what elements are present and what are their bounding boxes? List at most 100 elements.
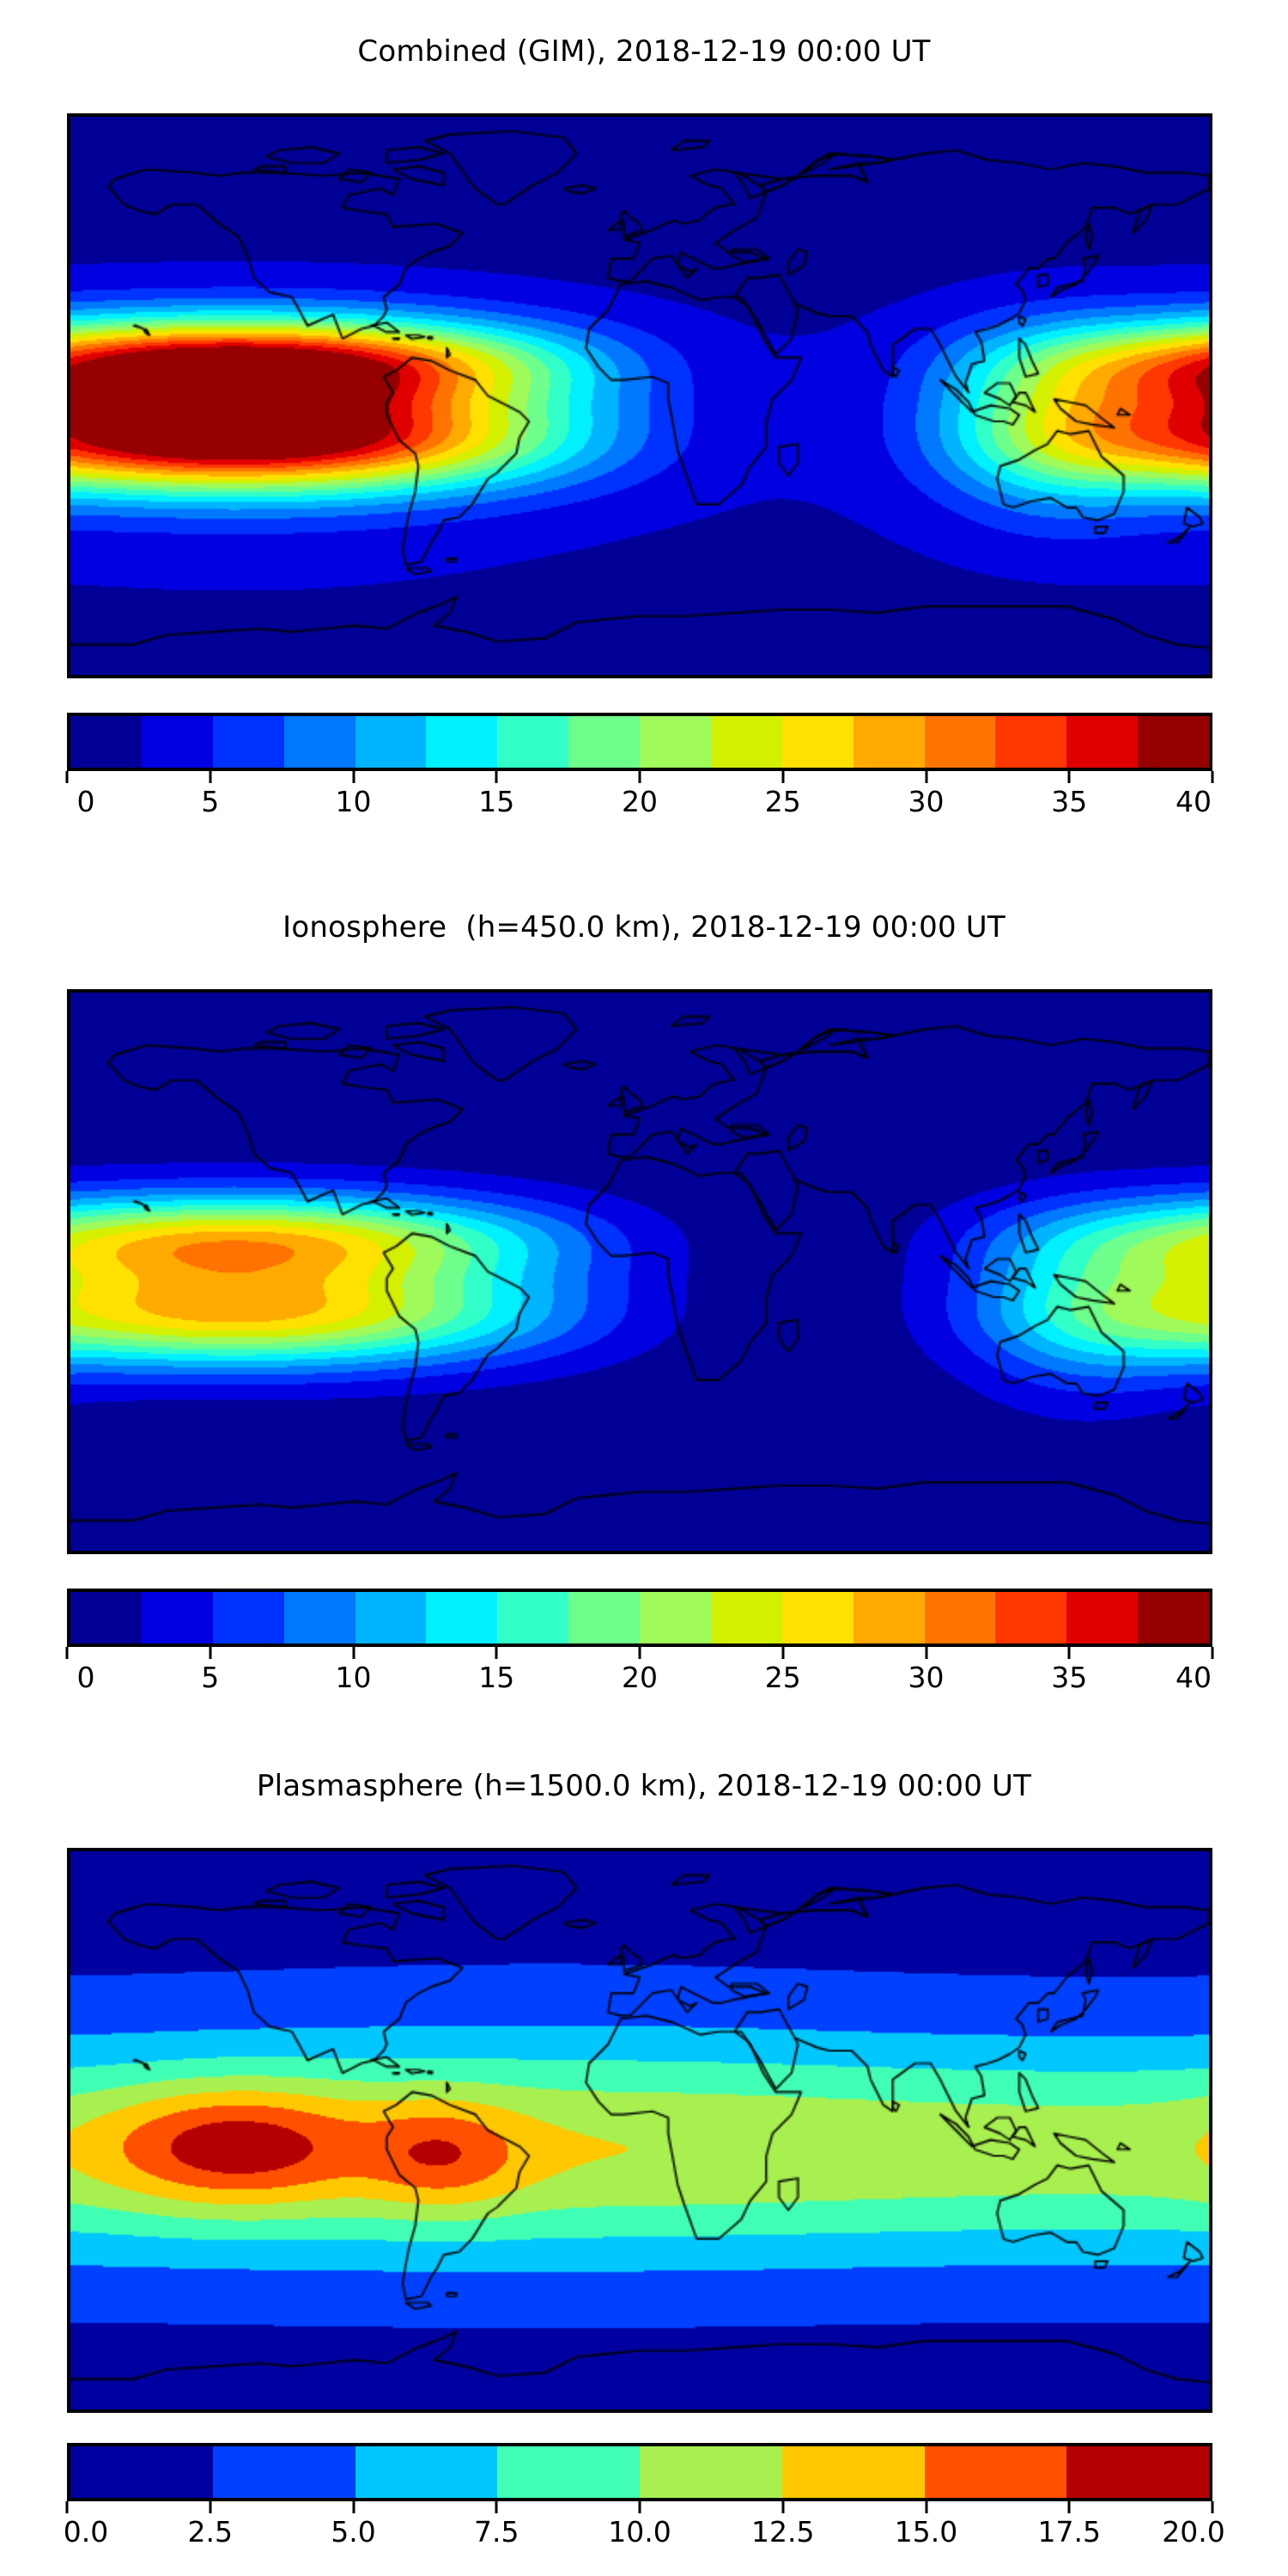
colorbar-strip-ionosphere bbox=[67, 1589, 1212, 1647]
colorbar-ticks-combined-gim bbox=[65, 771, 1214, 785]
colorbar-tick-label: 35 bbox=[1051, 785, 1088, 818]
colorbar-cell bbox=[640, 2446, 782, 2498]
colorbar-tick bbox=[65, 1647, 69, 1659]
colorbar-tick-label: 20.0 bbox=[1162, 2515, 1225, 2549]
colorbar-plasmasphere: 0.0 2.5 5.0 7.5 10.0 12.5 15.0 17.5 20.0 bbox=[64, 2443, 1225, 2555]
colorbar-cell bbox=[995, 1592, 1067, 1643]
colorbar-cell bbox=[70, 1592, 142, 1643]
map-combined-gim bbox=[67, 113, 1212, 678]
colorbar-tick bbox=[209, 771, 212, 783]
colorbar-cell bbox=[853, 1592, 925, 1643]
colorbar-tick bbox=[1067, 1647, 1071, 1659]
colorbar-tick bbox=[495, 1647, 498, 1659]
map-canvas-plasmasphere bbox=[70, 1851, 1209, 2409]
colorbar-cell bbox=[355, 716, 427, 768]
colorbar-tick-label: 5.0 bbox=[331, 2515, 376, 2549]
colorbar-cell bbox=[995, 716, 1067, 768]
colorbar-tick bbox=[1211, 771, 1214, 783]
colorbar-tick bbox=[495, 2501, 498, 2513]
colorbar-cell bbox=[497, 716, 569, 768]
colorbar-strip-plasmasphere bbox=[67, 2443, 1212, 2501]
colorbar-tick-label: 20 bbox=[622, 785, 658, 818]
colorbar-tick bbox=[495, 771, 498, 783]
colorbar-tick bbox=[925, 1647, 927, 1659]
colorbar-cell bbox=[924, 716, 996, 768]
colorbar-tick bbox=[352, 2501, 355, 2513]
colorbar-tick bbox=[1211, 2501, 1214, 2513]
colorbar-tick bbox=[638, 771, 641, 783]
colorbar-combined-gim: 0 5 10 15 20 25 30 35 40 bbox=[65, 713, 1214, 824]
colorbar-cell bbox=[355, 1592, 427, 1643]
colorbar-cell bbox=[70, 716, 142, 768]
colorbar-cell bbox=[781, 716, 854, 768]
colorbar-tick bbox=[209, 2501, 212, 2513]
colorbar-cell bbox=[283, 716, 355, 768]
colorbar-labels-plasmasphere: 0.0 2.5 5.0 7.5 10.0 12.5 15.0 17.5 20.0 bbox=[64, 2515, 1225, 2555]
colorbar-tick-label: 0 bbox=[76, 1661, 95, 1694]
colorbar-tick bbox=[65, 2501, 69, 2513]
colorbar-tick bbox=[638, 2501, 641, 2513]
colorbar-tick-label: 5 bbox=[201, 785, 220, 818]
colorbar-tick-label: 15.0 bbox=[894, 2515, 958, 2549]
colorbar-tick-label: 12.5 bbox=[751, 2515, 815, 2549]
panel-title-ionosphere: Ionosphere (h=450.0 km), 2018-12-19 00:0… bbox=[283, 910, 1005, 945]
map-canvas-combined-gim bbox=[70, 117, 1209, 675]
colorbar-tick-label: 10 bbox=[335, 1661, 372, 1694]
colorbar-tick-label: 5 bbox=[201, 1661, 220, 1694]
colorbar-tick-label: 17.5 bbox=[1037, 2515, 1101, 2549]
colorbar-cell bbox=[283, 1592, 355, 1643]
map-plasmasphere bbox=[67, 1848, 1212, 2413]
colorbar-tick-label: 15 bbox=[478, 1661, 515, 1694]
colorbar-cell bbox=[781, 1592, 854, 1643]
colorbar-tick-label: 25 bbox=[764, 785, 801, 818]
colorbar-tick bbox=[1211, 1647, 1214, 1659]
colorbar-ticks-plasmasphere bbox=[65, 2501, 1214, 2515]
colorbar-cell bbox=[640, 1592, 711, 1643]
colorbar-tick-label: 35 bbox=[1051, 1661, 1088, 1694]
colorbar-tick bbox=[352, 771, 355, 783]
colorbar-labels-ionosphere: 0 5 10 15 20 25 30 35 40 bbox=[67, 1661, 1212, 1700]
colorbar-tick bbox=[65, 771, 69, 783]
colorbar-cell bbox=[710, 1592, 782, 1643]
colorbar-cell bbox=[1066, 2446, 1209, 2498]
colorbar-tick bbox=[781, 1647, 785, 1659]
colorbar-cell bbox=[781, 2446, 925, 2498]
colorbar-tick-label: 20 bbox=[622, 1661, 658, 1694]
colorbar-cell bbox=[924, 1592, 996, 1643]
colorbar-cell bbox=[212, 716, 284, 768]
colorbar-tick bbox=[781, 2501, 785, 2513]
colorbar-tick-label: 40 bbox=[1176, 1661, 1212, 1694]
colorbar-cell bbox=[924, 2446, 1067, 2498]
colorbar-tick bbox=[925, 771, 927, 783]
colorbar-tick-label: 30 bbox=[908, 785, 945, 818]
colorbar-tick bbox=[1067, 2501, 1071, 2513]
colorbar-ticks-ionosphere bbox=[65, 1647, 1214, 1661]
colorbar-tick-label: 0 bbox=[76, 785, 95, 818]
colorbar-strip-combined-gim bbox=[67, 713, 1212, 771]
colorbar-cell bbox=[640, 716, 711, 768]
colorbar-cell bbox=[497, 2446, 640, 2498]
colorbar-cell bbox=[497, 1592, 569, 1643]
colorbar-tick-label: 25 bbox=[764, 1661, 801, 1694]
colorbar-cell bbox=[426, 1592, 498, 1643]
colorbar-cell bbox=[212, 2446, 355, 2498]
colorbar-tick-label: 2.5 bbox=[187, 2515, 233, 2549]
map-ionosphere bbox=[67, 989, 1212, 1554]
panel-title-plasmasphere: Plasmasphere (h=1500.0 km), 2018-12-19 0… bbox=[256, 1769, 1032, 1803]
colorbar-cell bbox=[141, 716, 213, 768]
colorbar-tick bbox=[638, 1647, 641, 1659]
colorbar-tick bbox=[925, 2501, 927, 2513]
colorbar-cell bbox=[568, 1592, 640, 1643]
colorbar-tick-label: 30 bbox=[908, 1661, 945, 1694]
colorbar-tick bbox=[352, 1647, 355, 1659]
map-canvas-ionosphere bbox=[70, 993, 1209, 1551]
colorbar-cell bbox=[1138, 716, 1209, 768]
colorbar-tick bbox=[209, 1647, 212, 1659]
colorbar-tick-label: 10 bbox=[335, 785, 372, 818]
colorbar-cell bbox=[1138, 1592, 1209, 1643]
colorbar-cell bbox=[70, 2446, 213, 2498]
colorbar-labels-combined-gim: 0 5 10 15 20 25 30 35 40 bbox=[67, 785, 1212, 824]
colorbar-tick-label: 40 bbox=[1176, 785, 1212, 818]
colorbar-cell bbox=[141, 1592, 213, 1643]
panel-title-combined-gim: Combined (GIM), 2018-12-19 00:00 UT bbox=[357, 34, 931, 69]
